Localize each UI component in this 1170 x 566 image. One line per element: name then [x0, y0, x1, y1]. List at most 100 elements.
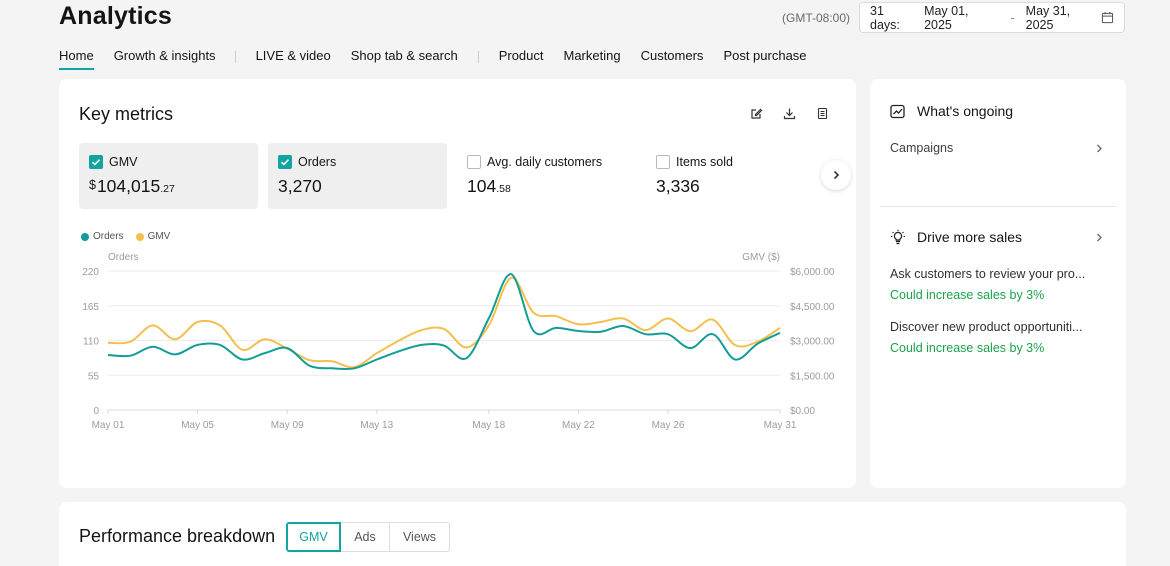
campaigns-label: Campaigns: [890, 141, 954, 155]
tab-post-purchase[interactable]: Post purchase: [723, 48, 807, 63]
checkmark-icon: [280, 159, 290, 166]
series-line-gmv: [107, 276, 781, 369]
side-panel-card: What's ongoing Campaigns Drive more sale…: [870, 79, 1126, 488]
y-tick-label-right: $1,500.00: [790, 371, 835, 382]
metric-value-int: 104,015: [96, 176, 161, 196]
x-tick-label: May 18: [472, 420, 505, 431]
divider: [880, 206, 1116, 207]
suggestion-item: Discover new product opportuniti... Coul…: [890, 320, 1103, 355]
tab-product[interactable]: Product: [498, 48, 544, 63]
chevron-right-icon: [833, 170, 840, 180]
performance-breakdown-card: Performance breakdown GMV Ads Views: [59, 502, 1126, 566]
suggestion-gain: Could increase sales by 3%: [890, 288, 1045, 302]
y-tick-label-left: 0: [93, 406, 99, 417]
key-metrics-card: Key metrics GMV $104,015.27 Orders 3,270…: [59, 79, 856, 488]
calendar-icon: [1101, 11, 1114, 24]
y-tick-label-right: $6,000.00: [790, 267, 835, 278]
x-tick-label: May 22: [562, 420, 595, 431]
tab-divider: [234, 51, 236, 63]
segment-ads[interactable]: Ads: [341, 522, 390, 552]
key-metrics-title: Key metrics: [79, 104, 174, 124]
legend-label: Orders: [93, 231, 124, 242]
suggestion-gain: Could increase sales by 3%: [890, 341, 1045, 355]
performance-segmented-control: GMV Ads Views: [286, 522, 450, 552]
suggestion-text[interactable]: Discover new product opportuniti...: [890, 320, 1083, 334]
whats-ongoing-header: What's ongoing: [890, 103, 1013, 119]
metric-value-dec: .27: [160, 183, 175, 195]
document-icon[interactable]: [815, 106, 829, 120]
metric-card-avg-daily-customers[interactable]: Avg. daily customers 104.58: [457, 143, 636, 209]
performance-breakdown-title: Performance breakdown: [79, 526, 276, 546]
x-tick-label: May 31: [764, 420, 797, 431]
y-tick-label-left: 110: [83, 337, 99, 348]
drive-more-sales-title: Drive more sales: [917, 229, 1023, 245]
trend-chart-icon: [890, 104, 905, 118]
tab-shop-tab-search[interactable]: Shop tab & search: [350, 48, 458, 63]
date-range-end: May 31, 2025: [1025, 3, 1071, 32]
lightbulb-icon: [891, 229, 905, 245]
metric-value-int: 3,270: [278, 176, 322, 196]
date-range-label: 31 days:: [870, 3, 900, 32]
checkbox[interactable]: [467, 155, 481, 169]
checkbox[interactable]: [89, 155, 103, 169]
edit-icon[interactable]: [749, 106, 763, 120]
x-tick-label: May 05: [181, 420, 214, 431]
metric-value: 104.58: [467, 176, 511, 197]
checkbox[interactable]: [278, 155, 292, 169]
segment-gmv[interactable]: GMV: [286, 522, 341, 552]
tab-home[interactable]: Home: [59, 48, 94, 70]
tab-growth-insights[interactable]: Growth & insights: [113, 48, 216, 63]
metric-card-gmv[interactable]: GMV $104,015.27: [79, 143, 258, 209]
drive-more-sales-header[interactable]: Drive more sales: [890, 229, 1103, 245]
metric-name: GMV: [109, 155, 138, 169]
y-axis-title-right: GMV ($): [742, 252, 780, 263]
metric-value-int: 3,336: [656, 176, 700, 196]
campaigns-link[interactable]: Campaigns: [890, 141, 1103, 155]
metric-name: Items sold: [676, 155, 733, 169]
metric-currency: $: [89, 178, 96, 192]
metric-value: 3,336: [656, 176, 700, 197]
metric-value-dec: .58: [496, 183, 511, 195]
legend-dot: [135, 232, 144, 241]
legend-dot: [81, 232, 89, 241]
download-icon[interactable]: [782, 106, 796, 120]
next-metrics-button[interactable]: [821, 160, 851, 190]
checkbox[interactable]: [656, 155, 670, 169]
metric-value-int: 104: [467, 176, 497, 196]
key-metrics-toolbar: [749, 106, 848, 120]
analytics-tabs: Home Growth & insights LIVE & video Shop…: [59, 48, 807, 70]
y-tick-label-right: $0.00: [790, 406, 815, 417]
y-axis-title-left: Orders: [108, 252, 139, 263]
date-range-separator: -: [1010, 10, 1015, 25]
y-tick-label-left: 220: [82, 267, 99, 278]
suggestion-text[interactable]: Ask customers to review your pro...: [890, 267, 1086, 281]
x-tick-label: May 13: [360, 420, 393, 431]
tab-divider: [477, 51, 479, 63]
page-title: Analytics: [59, 2, 172, 30]
series-line-orders: [107, 273, 781, 371]
metric-value: 3,270: [278, 176, 322, 197]
metric-name: Orders: [298, 155, 337, 169]
tab-live-video[interactable]: LIVE & video: [255, 48, 331, 63]
date-range-picker[interactable]: 31 days: May 01, 2025 - May 31, 2025: [859, 2, 1125, 33]
chevron-right-icon: [1097, 144, 1102, 152]
legend-item-gmv[interactable]: GMV: [135, 231, 171, 242]
chevron-right-icon: [1097, 233, 1102, 241]
suggestion-item: Ask customers to review your pro... Coul…: [890, 267, 1103, 302]
orders-gmv-line-chart: Orders GMV ($) 220 $6,000.00 165 $4,500.00 110…: [82, 252, 835, 431]
y-tick-label-right: $4,500.00: [790, 302, 835, 313]
metric-value: $104,015.27: [89, 176, 175, 197]
tab-customers[interactable]: Customers: [640, 48, 704, 63]
whats-ongoing-title: What's ongoing: [917, 103, 1014, 119]
x-tick-label: May 01: [92, 420, 125, 431]
segment-views[interactable]: Views: [390, 522, 450, 552]
metric-name: Avg. daily customers: [487, 155, 603, 169]
checkmark-icon: [91, 159, 101, 166]
x-tick-label: May 26: [652, 420, 685, 431]
legend-item-orders[interactable]: Orders: [81, 231, 124, 242]
legend-label: GMV: [147, 231, 171, 242]
metric-card-orders[interactable]: Orders 3,270: [268, 143, 447, 209]
tab-marketing[interactable]: Marketing: [563, 48, 621, 63]
metric-card-items-sold[interactable]: Items sold 3,336: [646, 143, 825, 209]
timezone-label: (GMT-08:00): [782, 11, 851, 25]
